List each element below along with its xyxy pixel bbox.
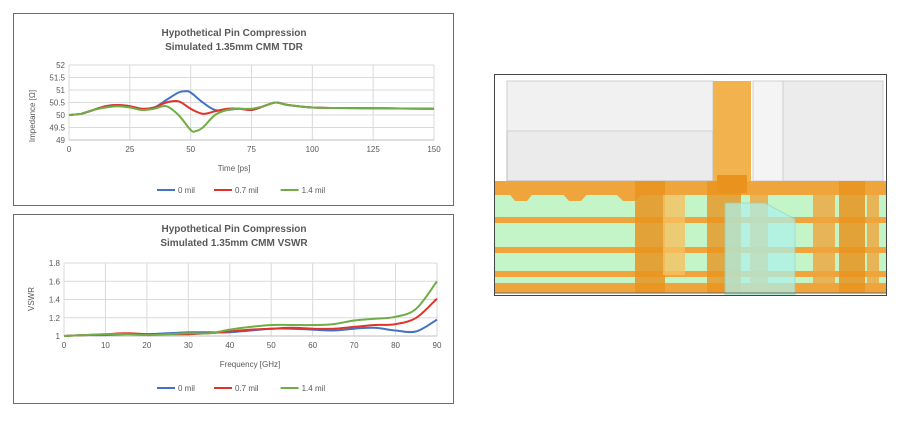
x-tick-label: 30 [184,341,193,350]
legend-label: 0 mil [178,186,195,195]
pad [560,191,590,201]
series-lines [63,280,438,337]
y-axis-label: VSWR [27,287,36,311]
connector-housing-top [506,80,714,132]
via [839,181,865,293]
y-tick-label: 1.2 [49,314,61,323]
y-ticks: 49 49.5 50 50.5 51 51.5 52 [49,61,65,145]
legend: 0 mil 0.7 mil 1.4 mil [157,186,325,195]
x-tick-label: 25 [125,145,134,154]
pcb-inner-layer [495,217,886,223]
x-ticks: 0 10 20 30 40 50 60 70 80 90 [62,341,442,350]
x-tick-label: 10 [101,341,110,350]
legend-label: 0.7 mil [235,384,259,393]
via [635,181,665,293]
x-tick-label: 60 [308,341,317,350]
x-tick-label: 75 [247,145,256,154]
x-tick-label: 90 [433,341,442,350]
x-tick-label: 125 [366,145,380,154]
x-tick-label: 50 [186,145,195,154]
y-tick-label: 1.8 [49,259,61,268]
center-pin [713,81,751,181]
pcb-inner-layer [495,271,886,277]
x-tick-label: 20 [142,341,151,350]
pcb-inner-layer [495,247,886,253]
vswr-chart-panel: Hypothetical Pin Compression Simulated 1… [13,214,454,404]
x-tick-label: 100 [306,145,320,154]
y-axis-label: Impedance [Ω] [28,90,37,142]
y-tick-label: 50 [56,111,65,120]
cross-section-drawing [495,80,886,296]
x-tick-label: 150 [427,145,441,154]
y-tick-label: 50.5 [49,99,65,108]
y-tick-label: 51 [56,86,65,95]
grid [68,64,435,141]
tdr-chart-panel: Hypothetical Pin Compression Simulated 1… [13,13,454,206]
x-ticks: 0 25 50 75 100 125 150 [67,145,441,154]
chart-title: Hypothetical Pin Compression [161,224,306,235]
chart-title: Hypothetical Pin Compression [161,28,306,39]
legend-label: 1.4 mil [302,186,326,195]
compression-zone [724,202,796,296]
connector-cross-section-image [494,74,887,296]
x-tick-label: 0 [67,145,72,154]
vswr-chart: Hypothetical Pin Compression Simulated 1… [27,224,442,393]
pad [507,191,535,201]
chart-subtitle: Simulated 1.35mm CMM VSWR [160,238,308,249]
legend: 0 mil 0.7 mil 1.4 mil [157,384,325,393]
via [663,195,685,275]
y-ticks: 1 1.2 1.4 1.6 1.8 [49,259,61,341]
pin-tip [717,175,747,193]
x-tick-label: 0 [62,341,67,350]
series-line-1.4-mil [63,280,438,337]
y-tick-label: 1.6 [49,277,61,286]
pcb-bottom-layer [495,283,886,293]
x-tick-label: 40 [225,341,234,350]
x-tick-label: 50 [267,341,276,350]
x-axis-label: Time [ps] [218,164,251,173]
legend-label: 0.7 mil [235,186,259,195]
pcb-top-layer [495,181,886,195]
x-tick-label: 80 [391,341,400,350]
y-tick-label: 52 [56,61,65,70]
chart-subtitle: Simulated 1.35mm CMM TDR [165,42,304,53]
series-lines [68,90,435,133]
y-tick-label: 1.4 [49,296,61,305]
tdr-chart: Hypothetical Pin Compression Simulated 1… [28,28,441,195]
y-tick-label: 51.5 [49,74,65,83]
x-axis-label: Frequency [GHz] [220,360,280,369]
x-tick-label: 70 [350,341,359,350]
via [813,181,835,293]
via [867,181,879,293]
connector-housing-mid [752,80,784,182]
connector-housing-right [782,80,884,182]
y-tick-label: 1 [56,332,61,341]
y-tick-label: 49.5 [49,124,65,133]
y-tick-label: 49 [56,136,65,145]
legend-label: 1.4 mil [302,384,326,393]
series-line-1.4-mil [68,101,435,133]
legend-label: 0 mil [178,384,195,393]
